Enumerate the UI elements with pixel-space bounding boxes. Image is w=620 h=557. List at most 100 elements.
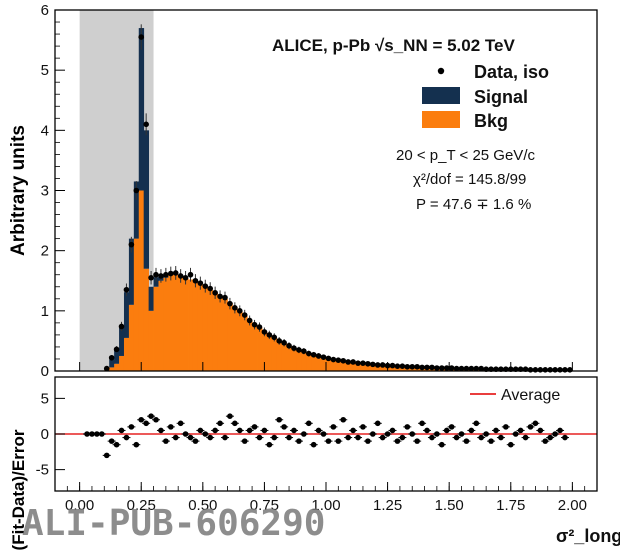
bkg-bar: [188, 279, 194, 371]
x-tick-label: 1.00: [311, 497, 340, 514]
data-point: [379, 362, 386, 368]
bkg-bar: [261, 331, 268, 371]
ratio-point: [227, 413, 233, 419]
ratio-point: [448, 424, 455, 430]
ratio-point: [374, 420, 381, 427]
data-point: [355, 360, 361, 366]
bkg-bar: [321, 357, 327, 371]
bkg-bar: [133, 238, 140, 371]
ratio-y-tick-label: 0: [41, 426, 49, 443]
ratio-point: [458, 431, 465, 437]
bkg-bar: [301, 351, 307, 371]
legend-marker-signal: [422, 87, 460, 104]
bkg-bar: [192, 281, 199, 371]
data-point: [443, 365, 450, 371]
bkg-bar: [390, 365, 396, 371]
bkg-bar: [296, 349, 302, 371]
ratio-point: [113, 441, 120, 448]
bkg-bar: [119, 355, 125, 371]
data-point: [350, 359, 356, 365]
ratio-point: [118, 427, 125, 434]
ratio-point: [478, 434, 485, 441]
bkg-bar: [222, 298, 228, 371]
bkg-bar: [340, 361, 347, 371]
bkg-bar: [330, 359, 337, 371]
data-point: [182, 274, 189, 281]
data-point: [360, 360, 366, 366]
data-point: [438, 365, 445, 371]
bkg-bar: [158, 280, 164, 371]
signal-bar: [109, 359, 115, 368]
ratio-point: [522, 434, 529, 441]
data-point: [177, 273, 184, 279]
data-point: [429, 364, 435, 371]
signal-bar: [143, 130, 150, 269]
data-point: [158, 273, 164, 279]
ratio-y-tick-label: 5: [41, 390, 49, 407]
ratio-point: [167, 424, 174, 430]
ratio-point: [202, 431, 209, 437]
ratio-point: [320, 431, 327, 437]
signal-bar: [123, 292, 130, 338]
data-point: [419, 364, 425, 371]
bkg-bar: [232, 307, 238, 371]
ratio-point: [537, 427, 544, 434]
ratio-point: [468, 427, 475, 434]
bkg-bar: [207, 289, 214, 371]
bkg-bar: [266, 334, 273, 371]
bkg-bar: [168, 274, 174, 371]
x-axis-label: σ²_long: [556, 526, 620, 546]
data-point: [315, 353, 322, 359]
data-point: [547, 366, 553, 373]
data-point: [271, 334, 278, 341]
data-point: [310, 351, 317, 358]
ratio-point: [438, 441, 445, 448]
data-point: [320, 354, 327, 360]
legend-label-data: Data, iso: [474, 62, 549, 82]
data-point: [143, 121, 149, 128]
data-point: [567, 366, 573, 373]
x-tick-label: 2.00: [558, 497, 587, 514]
bkg-bar: [365, 363, 371, 371]
ratio-point: [177, 420, 184, 427]
bkg-bar: [178, 275, 184, 371]
bkg-bar: [326, 358, 332, 371]
bkg-bar: [291, 348, 297, 371]
ratio-point: [108, 438, 115, 444]
ratio-point: [365, 438, 371, 444]
ratio-point: [414, 438, 420, 444]
ratio-point: [404, 424, 411, 430]
data-point: [424, 364, 430, 371]
ratio-point: [261, 427, 268, 434]
purity-label: P = 47.6 ∓ 1.6 %: [416, 196, 531, 213]
ratio-point: [296, 438, 302, 444]
data-point: [192, 277, 199, 284]
ratio-point: [434, 431, 440, 437]
ratio-y-ticks: -5 0 5: [36, 390, 65, 479]
signal-bar: [133, 181, 140, 239]
data-point: [108, 354, 115, 361]
bkg-bar: [306, 353, 312, 371]
ratio-point: [133, 441, 140, 448]
bkg-bar: [128, 304, 135, 371]
ratio-point: [138, 416, 145, 423]
ratio-point: [429, 434, 435, 441]
ratio-point: [251, 424, 258, 430]
bkg-bar: [311, 354, 317, 371]
ratio-point: [89, 431, 95, 437]
data-point: [153, 271, 159, 278]
data-points: [103, 24, 573, 373]
publication-watermark: ALI-PUB-606290: [22, 503, 325, 544]
data-point: [330, 356, 337, 363]
bkg-bar: [276, 340, 283, 371]
ratio-point: [84, 431, 90, 437]
data-point: [246, 317, 253, 324]
bkg-bar: [242, 315, 248, 371]
ratio-point: [345, 434, 351, 441]
ratio-point: [409, 431, 416, 437]
ratio-point: [488, 438, 494, 444]
ratio-points: [83, 413, 569, 459]
legend-label-average: Average: [501, 387, 560, 404]
x-ticks: 0.00 0.25 0.50 0.75 1.00 1.25 1.50 1.75 2.00: [65, 362, 587, 514]
